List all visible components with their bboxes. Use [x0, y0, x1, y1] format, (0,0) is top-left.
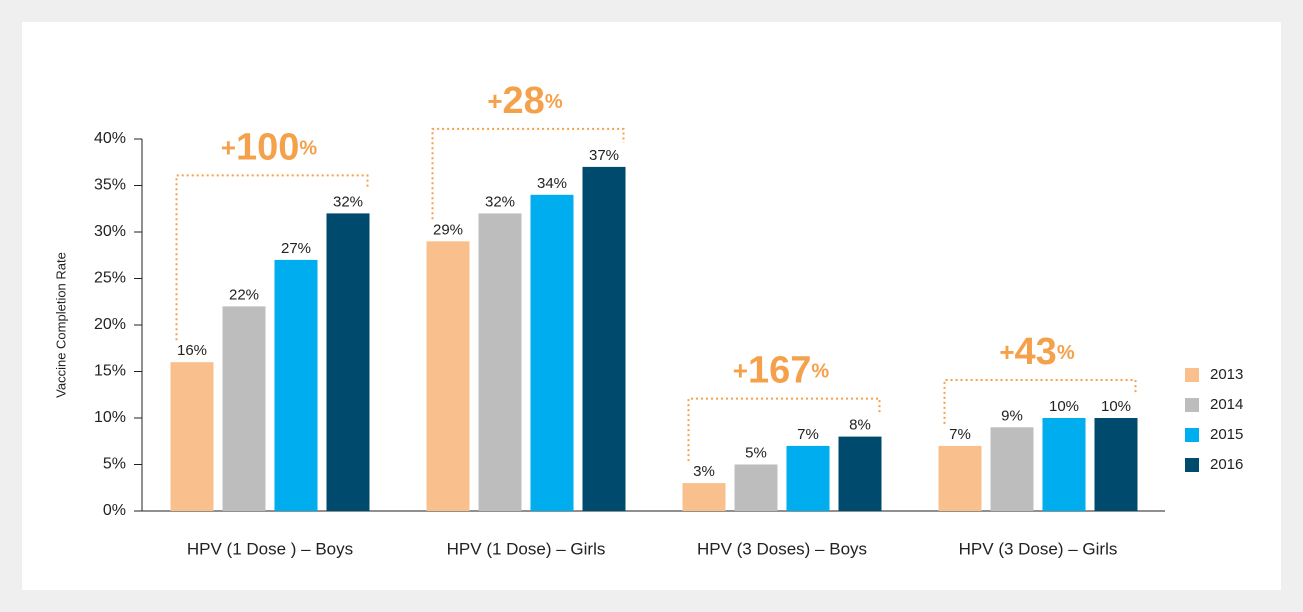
annotation: +43% — [999, 331, 1074, 373]
annotation-bracket — [431, 127, 625, 220]
annotation-part: % — [811, 361, 829, 383]
annotation-part: + — [221, 132, 236, 162]
bar — [734, 464, 778, 511]
annotation: +100% — [221, 126, 318, 168]
y-tick-label: 25% — [94, 270, 126, 287]
bar — [274, 259, 318, 511]
annotation-part: + — [733, 355, 748, 385]
bar — [582, 166, 626, 511]
value-label: 32% — [333, 193, 363, 210]
value-label: 7% — [797, 426, 819, 443]
y-tick-label: 5% — [103, 456, 126, 473]
annotation-part: 167 — [748, 350, 811, 392]
legend-label: 2016 — [1210, 456, 1243, 473]
bar — [1094, 418, 1138, 511]
bar — [682, 483, 726, 511]
value-label: 37% — [589, 147, 619, 164]
x-tick-label: HPV (3 Doses) – Boys — [697, 539, 867, 558]
value-label: 7% — [949, 426, 971, 443]
legend-swatch — [1185, 368, 1199, 382]
bar — [478, 213, 522, 511]
value-label: 27% — [281, 240, 311, 257]
bar — [838, 436, 882, 511]
x-tick-label: HPV (1 Dose) – Girls — [447, 539, 606, 558]
y-axis-label: Vaccine Completion Rate — [53, 252, 68, 398]
bar — [938, 445, 982, 511]
legend-label: 2014 — [1210, 396, 1243, 413]
value-label: 32% — [485, 193, 515, 210]
y-tick-label: 40% — [94, 130, 126, 147]
legend-label: 2013 — [1210, 366, 1243, 383]
bar — [426, 241, 470, 512]
y-tick-label: 35% — [94, 177, 126, 194]
legend-swatch — [1185, 458, 1199, 472]
annotation: +28% — [487, 80, 562, 122]
y-tick-label: 0% — [103, 502, 126, 519]
legend-swatch — [1185, 428, 1199, 442]
annotation-bracket — [687, 397, 881, 462]
annotation-part: 43 — [1015, 331, 1057, 373]
annotation-part: % — [1057, 342, 1075, 364]
legend-swatch — [1185, 398, 1199, 412]
annotation-part: 28 — [503, 80, 545, 122]
value-label: 10% — [1049, 398, 1079, 415]
bar — [1042, 418, 1086, 511]
value-label: 8% — [849, 417, 871, 434]
legend-label: 2015 — [1210, 426, 1243, 443]
annotation-bracket — [943, 379, 1137, 424]
y-tick-label: 10% — [94, 409, 126, 426]
y-tick-label: 15% — [94, 363, 126, 380]
value-label: 3% — [693, 463, 715, 480]
y-tick-label: 30% — [94, 223, 126, 240]
value-label: 34% — [537, 175, 567, 192]
x-tick-label: HPV (1 Dose ) – Boys — [187, 539, 353, 558]
value-label: 9% — [1001, 407, 1023, 424]
value-label: 29% — [433, 221, 463, 238]
bar — [530, 194, 574, 512]
annotation-part: 100 — [236, 126, 299, 168]
value-label: 16% — [177, 342, 207, 359]
bar — [786, 445, 830, 511]
y-tick-label: 20% — [94, 316, 126, 333]
annotation-part: % — [299, 138, 317, 160]
value-label: 10% — [1101, 398, 1131, 415]
x-tick-label: HPV (3 Dose) – Girls — [959, 539, 1118, 558]
bar — [222, 306, 266, 511]
bar — [990, 427, 1034, 511]
annotation-part: + — [487, 86, 502, 116]
value-label: 22% — [229, 286, 259, 303]
annotation-part: + — [999, 337, 1014, 367]
annotation: +167% — [733, 350, 830, 392]
value-label: 5% — [745, 444, 767, 461]
annotation-bracket — [175, 174, 369, 341]
bar — [326, 213, 370, 511]
bar — [170, 362, 214, 511]
annotation-part: % — [545, 91, 563, 113]
